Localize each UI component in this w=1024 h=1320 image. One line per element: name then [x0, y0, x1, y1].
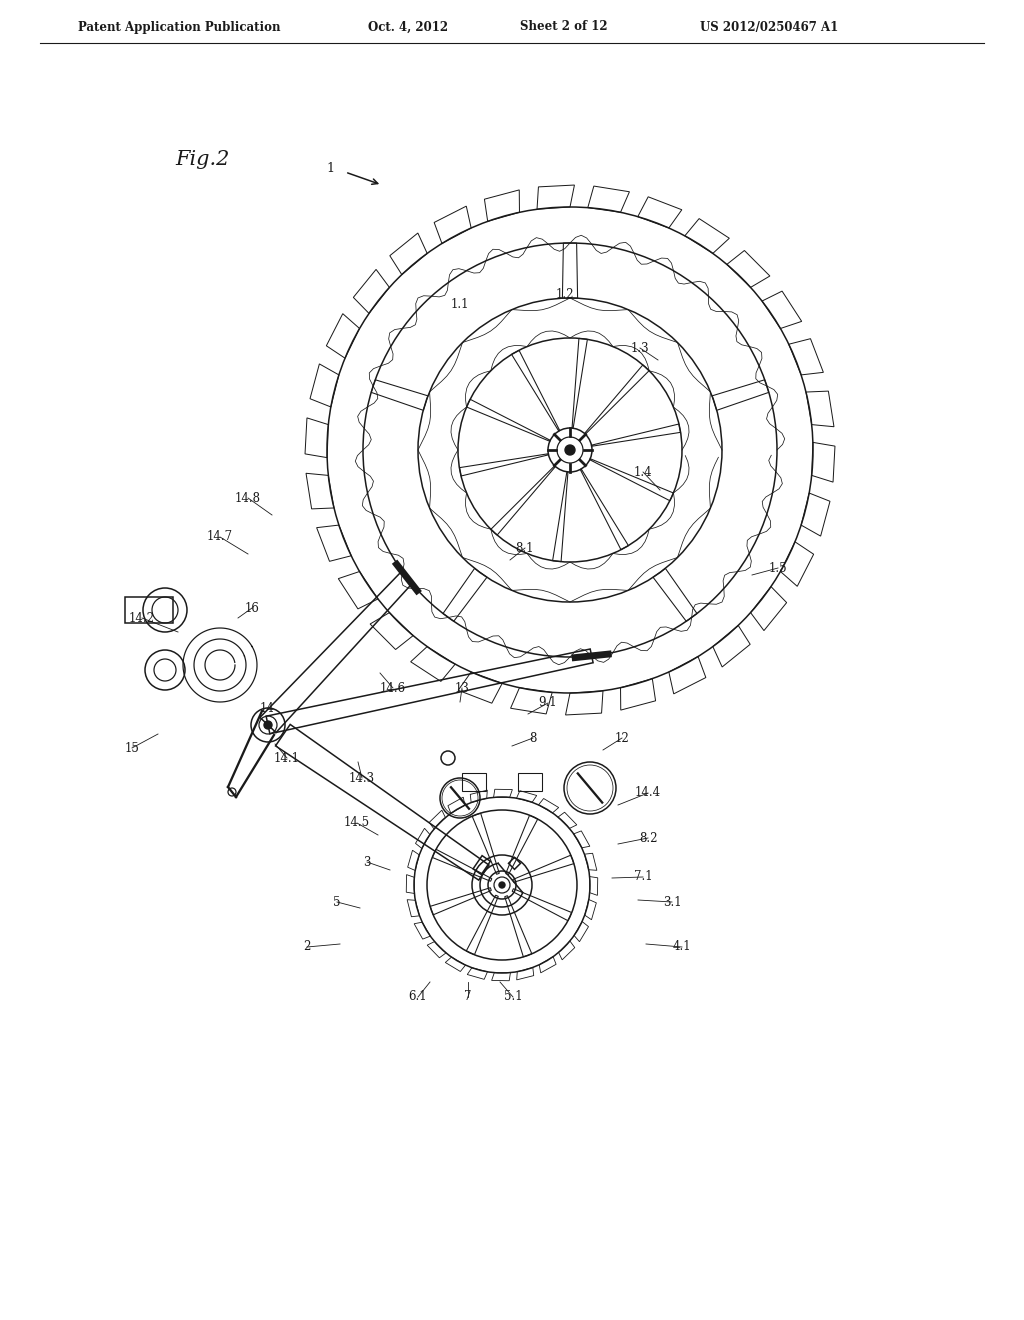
Text: 14.8: 14.8: [234, 491, 261, 504]
Text: 6.1: 6.1: [409, 990, 427, 1003]
Text: 13: 13: [455, 681, 469, 694]
Circle shape: [264, 721, 272, 729]
Text: 14.4: 14.4: [635, 787, 662, 800]
Text: 4.1: 4.1: [673, 940, 691, 953]
Circle shape: [499, 882, 505, 888]
Text: Fig.2: Fig.2: [175, 150, 229, 169]
Text: 1.3: 1.3: [631, 342, 649, 355]
Text: 1.4: 1.4: [634, 466, 652, 479]
Text: 9.1: 9.1: [539, 697, 557, 710]
Text: 14.2: 14.2: [129, 611, 155, 624]
Text: 2: 2: [303, 940, 310, 953]
Text: 14.6: 14.6: [380, 681, 407, 694]
Text: 7.1: 7.1: [634, 870, 652, 883]
Text: 1.2: 1.2: [556, 289, 574, 301]
Text: 14.1: 14.1: [274, 751, 300, 764]
Text: 1.1: 1.1: [451, 298, 469, 312]
Text: 14.5: 14.5: [344, 817, 370, 829]
Text: 8.2: 8.2: [639, 832, 657, 845]
Text: 12: 12: [614, 731, 630, 744]
Text: Patent Application Publication: Patent Application Publication: [78, 21, 281, 33]
Text: 8.1: 8.1: [516, 541, 535, 554]
Text: 14: 14: [259, 701, 274, 714]
Text: 8: 8: [529, 731, 537, 744]
Text: US 2012/0250467 A1: US 2012/0250467 A1: [700, 21, 839, 33]
Text: Oct. 4, 2012: Oct. 4, 2012: [368, 21, 449, 33]
Text: 14.7: 14.7: [207, 531, 233, 544]
Circle shape: [565, 445, 575, 455]
Text: 16: 16: [245, 602, 259, 615]
Text: 3: 3: [364, 855, 371, 869]
Text: 1: 1: [326, 161, 334, 174]
Text: 7: 7: [464, 990, 472, 1003]
Text: Sheet 2 of 12: Sheet 2 of 12: [520, 21, 607, 33]
Text: 3.1: 3.1: [663, 895, 681, 908]
Text: 5.1: 5.1: [504, 990, 522, 1003]
Text: 5: 5: [333, 895, 341, 908]
Text: 15: 15: [125, 742, 139, 755]
Text: 1.5: 1.5: [769, 561, 787, 574]
Text: 14.3: 14.3: [349, 771, 375, 784]
